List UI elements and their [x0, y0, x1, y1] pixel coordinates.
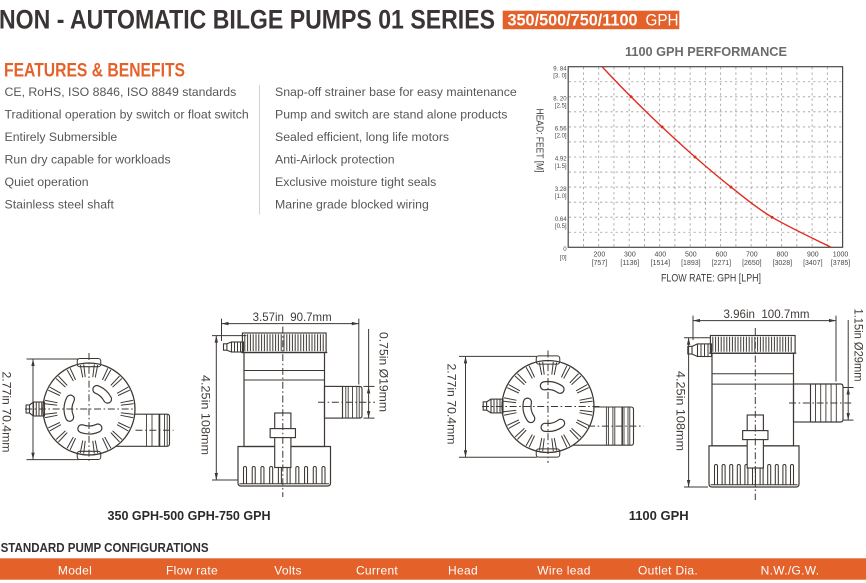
svg-text:800: 800	[776, 251, 788, 258]
svg-text:NON - AUTOMATIC BILGE PUMPS 01: NON - AUTOMATIC BILGE PUMPS 01 SERIES	[0, 4, 495, 34]
svg-text:FLOW RATE: GPH [LPH]: FLOW RATE: GPH [LPH]	[661, 273, 761, 285]
svg-text:[1.5]: [1.5]	[555, 164, 567, 170]
svg-text:[2650]: [2650]	[742, 260, 762, 267]
svg-text:Run dry capable for workloads: Run dry capable for workloads	[5, 153, 171, 167]
svg-text:[3. 0]: [3. 0]	[553, 74, 567, 80]
svg-text:0.64: 0.64	[555, 217, 567, 223]
svg-text:[757]: [757]	[592, 260, 608, 267]
svg-text:350 GPH-500 GPH-750 GPH: 350 GPH-500 GPH-750 GPH	[108, 508, 271, 523]
svg-text:[1.0]: [1.0]	[555, 194, 567, 200]
svg-text:N.W./G.W.: N.W./G.W.	[761, 563, 820, 577]
svg-text:2.77in 70.4mm: 2.77in 70.4mm	[445, 364, 459, 445]
svg-text:Model: Model	[58, 563, 92, 577]
svg-text:500: 500	[685, 251, 697, 258]
svg-text:900: 900	[807, 251, 819, 258]
svg-text:350/500/750/1100: 350/500/750/1100	[508, 11, 638, 29]
svg-text:4.25in 108mm: 4.25in 108mm	[199, 375, 213, 455]
svg-text:Marine grade blocked wiring: Marine grade blocked wiring	[275, 198, 429, 212]
svg-text:1100 GPH PERFORMANCE: 1100 GPH PERFORMANCE	[625, 44, 787, 59]
svg-text:HEAD: FEET [M]: HEAD: FEET [M]	[533, 109, 544, 173]
svg-text:6.56: 6.56	[555, 127, 567, 133]
svg-text:[3407]: [3407]	[803, 260, 823, 267]
svg-text:400: 400	[655, 251, 667, 258]
svg-text:1100 GPH: 1100 GPH	[629, 508, 689, 523]
svg-text:3.28: 3.28	[555, 187, 567, 193]
svg-text:Stainless steel shaft: Stainless steel shaft	[5, 198, 115, 212]
svg-text:4.25in 108mm: 4.25in 108mm	[674, 371, 688, 451]
svg-text:3.96in 100.7mm: 3.96in 100.7mm	[724, 307, 810, 321]
svg-text:Volts: Volts	[274, 563, 302, 577]
svg-text:600: 600	[716, 251, 728, 258]
svg-text:Entirely Submersible: Entirely Submersible	[5, 130, 118, 144]
svg-text:Flow rate: Flow rate	[166, 563, 218, 577]
svg-text:200: 200	[594, 251, 606, 258]
svg-text:Current: Current	[356, 563, 398, 577]
svg-text:9. 84: 9. 84	[553, 66, 567, 72]
svg-text:[2.0]: [2.0]	[555, 134, 567, 140]
svg-text:Quiet operation: Quiet operation	[5, 175, 89, 189]
svg-text:Traditional operation by switc: Traditional operation by switch or float…	[5, 108, 249, 122]
svg-text:1.15in Ø29mm: 1.15in Ø29mm	[852, 309, 866, 382]
svg-text:Snap-off strainer base for eas: Snap-off strainer base for easy maintena…	[275, 85, 517, 99]
svg-text:[3785]: [3785]	[831, 260, 851, 267]
svg-text:4.92: 4.92	[555, 157, 567, 163]
svg-text:Pump and switch are stand alon: Pump and switch are stand alone products	[275, 108, 507, 122]
svg-text:Anti-Airlock protection: Anti-Airlock protection	[275, 153, 395, 167]
svg-text:[1514]: [1514]	[651, 260, 671, 267]
svg-text:[3028]: [3028]	[773, 260, 793, 267]
svg-text:0.75in Ø19mm: 0.75in Ø19mm	[377, 332, 391, 412]
svg-text:1000: 1000	[833, 251, 849, 258]
svg-text:[2.5]: [2.5]	[555, 104, 567, 110]
svg-text:STANDARD PUMP CONFIGURATIONS: STANDARD PUMP CONFIGURATIONS	[1, 540, 209, 555]
svg-text:[2271]: [2271]	[712, 260, 732, 267]
svg-text:3.57in 90.7mm: 3.57in 90.7mm	[253, 310, 332, 324]
svg-text:700: 700	[746, 251, 758, 258]
svg-text:[0.5]: [0.5]	[555, 224, 567, 230]
svg-text:0: 0	[563, 247, 567, 253]
svg-text:Wire lead: Wire lead	[537, 563, 590, 577]
svg-text:[1893]: [1893]	[681, 260, 701, 267]
svg-text:2.77in 70.4mm: 2.77in 70.4mm	[0, 372, 14, 453]
svg-text:300: 300	[624, 251, 636, 258]
svg-text:Outlet Dia.: Outlet Dia.	[638, 563, 698, 577]
svg-text:[1136]: [1136]	[620, 260, 639, 267]
svg-text:FEATURES & BENEFITS: FEATURES & BENEFITS	[4, 60, 185, 81]
svg-text:[0]: [0]	[560, 256, 567, 262]
svg-text:CE, RoHS, ISO 8846, ISO 8849 s: CE, RoHS, ISO 8846, ISO 8849 standards	[5, 85, 237, 99]
svg-text:Exclusive moisture tight seals: Exclusive moisture tight seals	[275, 175, 436, 189]
svg-text:8. 20: 8. 20	[553, 97, 567, 103]
svg-text:GPH: GPH	[646, 11, 679, 29]
svg-text:Head: Head	[448, 563, 478, 577]
svg-text:Sealed efficient, long life mo: Sealed efficient, long life motors	[275, 130, 449, 144]
